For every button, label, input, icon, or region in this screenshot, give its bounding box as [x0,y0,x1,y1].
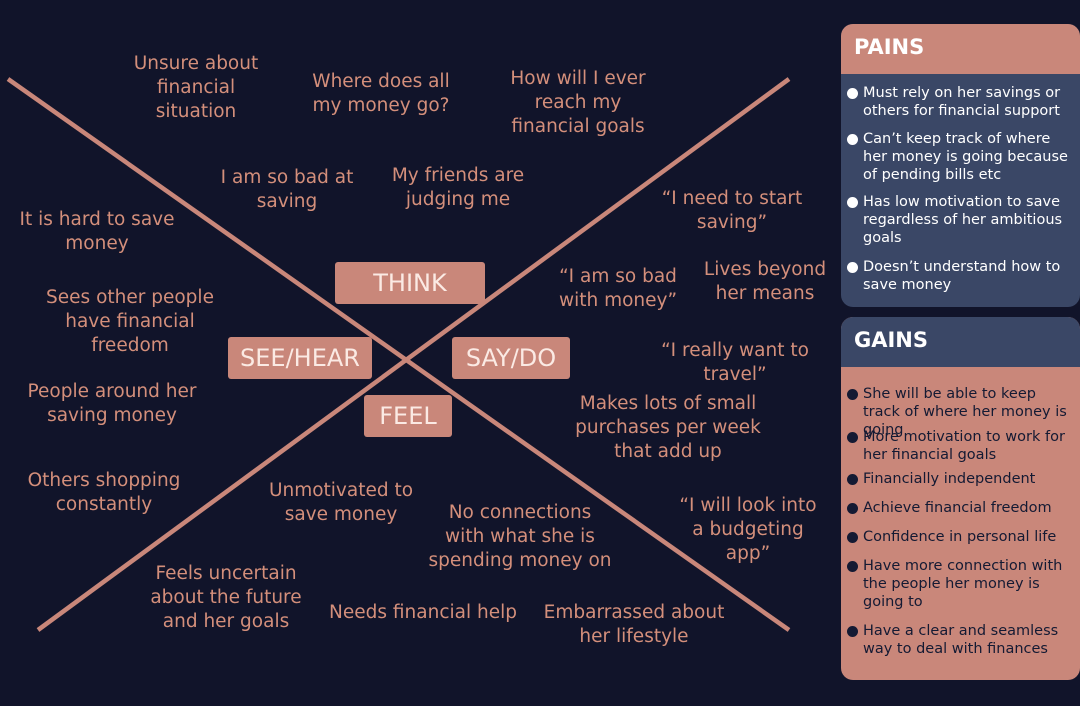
diagonal-line-descending [6,77,791,632]
pains-title: PAINS [841,24,1080,74]
feel-note: Needs financial help [329,602,517,623]
feel-note: Embarrassed about her lifestyle [543,602,725,647]
see-hear-note: Others shopping constantly [27,470,181,515]
see-hear-note: Sees other people have financial freedom [46,287,214,356]
pain-item: Must rely on her savings or others for f… [847,84,1072,120]
say-do-note: Lives beyond her means [703,259,827,304]
say-do-note: “I need to start saving” [661,188,803,233]
think-note: I am so bad at saving [220,167,354,212]
pain-item: Can’t keep track of where her money is g… [847,130,1072,184]
feel-note: Feels uncertain about the future and her… [150,563,302,632]
gain-item: Confidence in personal life [847,528,1072,546]
gains-panel: GAINS She will be able to keep track of … [841,317,1080,680]
feel-note: Unmotivated to save money [268,480,414,525]
think-note: How will I ever reach my financial goals [510,68,646,137]
say-do-note: “I am so bad with money” [558,266,678,311]
gain-item: More motivation to work for her financia… [847,428,1072,464]
think-note: My friends are judging me [391,165,525,210]
gain-item: Have a clear and seamless way to deal wi… [847,622,1072,658]
pains-panel: PAINS Must rely on her savings or others… [841,24,1080,307]
think-note: Where does all my money go? [312,71,450,116]
see-hear-label: SEE/HEAR [228,337,372,379]
say-do-note: “I really want to travel” [661,340,809,385]
say-do-note: “I will look into a budgeting app” [679,495,817,564]
think-label: THINK [335,262,485,304]
pain-item: Has low motivation to save regardless of… [847,193,1072,247]
diagonal-line-ascending [36,77,791,632]
feel-note: No connections with what she is spending… [428,502,612,571]
gain-item: She will be able to keep track of where … [847,385,1072,439]
gain-item: Financially independent [847,470,1072,488]
gain-item: Have more connection with the people her… [847,557,1072,611]
say-do-label: SAY/DO [452,337,570,379]
see-hear-note: People around her saving money [27,381,197,426]
think-note: Unsure about financial situation [133,53,259,122]
feel-label: FEEL [364,395,452,437]
see-hear-note: It is hard to save money [19,209,175,254]
gains-title: GAINS [841,317,1080,367]
gain-item: Achieve financial freedom [847,499,1072,517]
pain-item: Doesn’t understand how to save money [847,258,1072,294]
say-do-note: Makes lots of small purchases per week t… [575,393,761,462]
